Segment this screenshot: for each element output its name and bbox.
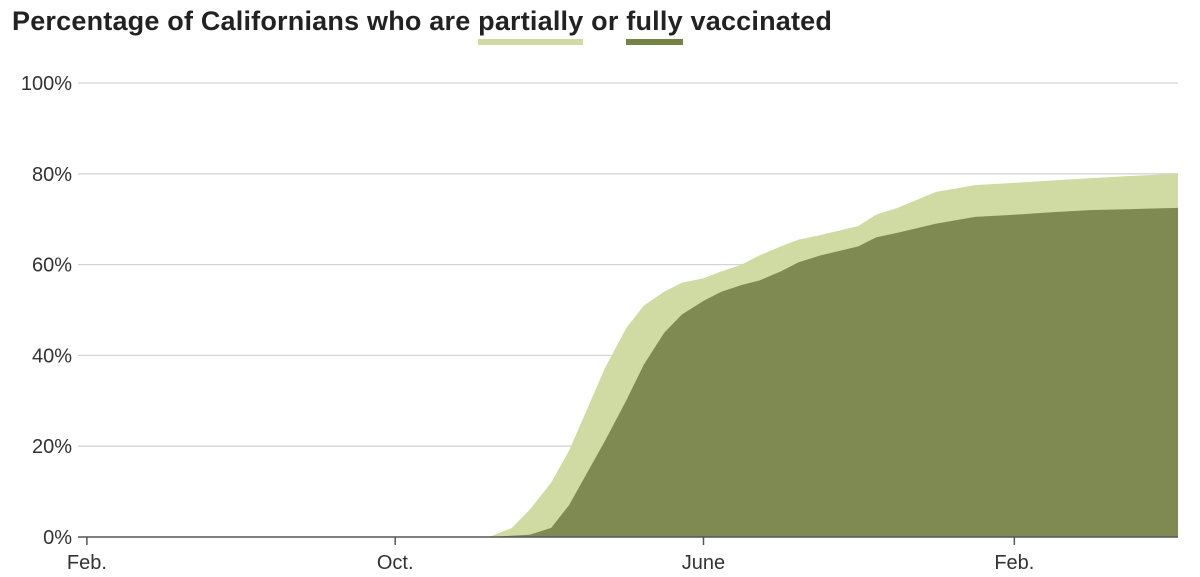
x-tick-label: June (682, 552, 725, 574)
data-areas (489, 173, 1179, 538)
y-tick-label: 60% (32, 255, 72, 277)
y-tick-label: 20% (32, 436, 72, 458)
title-suffix: vaccinated (682, 6, 833, 36)
axes: 0% 20% 40% 60% 80% 100% Feb. Oct. June Feb. (21, 73, 1178, 574)
title-prefix: Percentage of Californians who are (12, 6, 479, 36)
y-tick-label: 40% (32, 345, 72, 367)
x-tick-label: Feb. (994, 552, 1034, 574)
y-tick-label: 100% (21, 73, 72, 95)
x-tick-label: Feb. (67, 552, 107, 574)
area-fully (489, 207, 1179, 537)
chart-title: Percentage of Californians who are parti… (12, 6, 832, 45)
y-tick-label: 0% (43, 527, 72, 549)
x-tick-label: Oct. (377, 552, 414, 574)
legend-fully: fully (626, 6, 683, 45)
title-middle: or (583, 6, 627, 36)
y-tick-label: 80% (32, 164, 72, 186)
legend-partially: partially (478, 6, 584, 45)
